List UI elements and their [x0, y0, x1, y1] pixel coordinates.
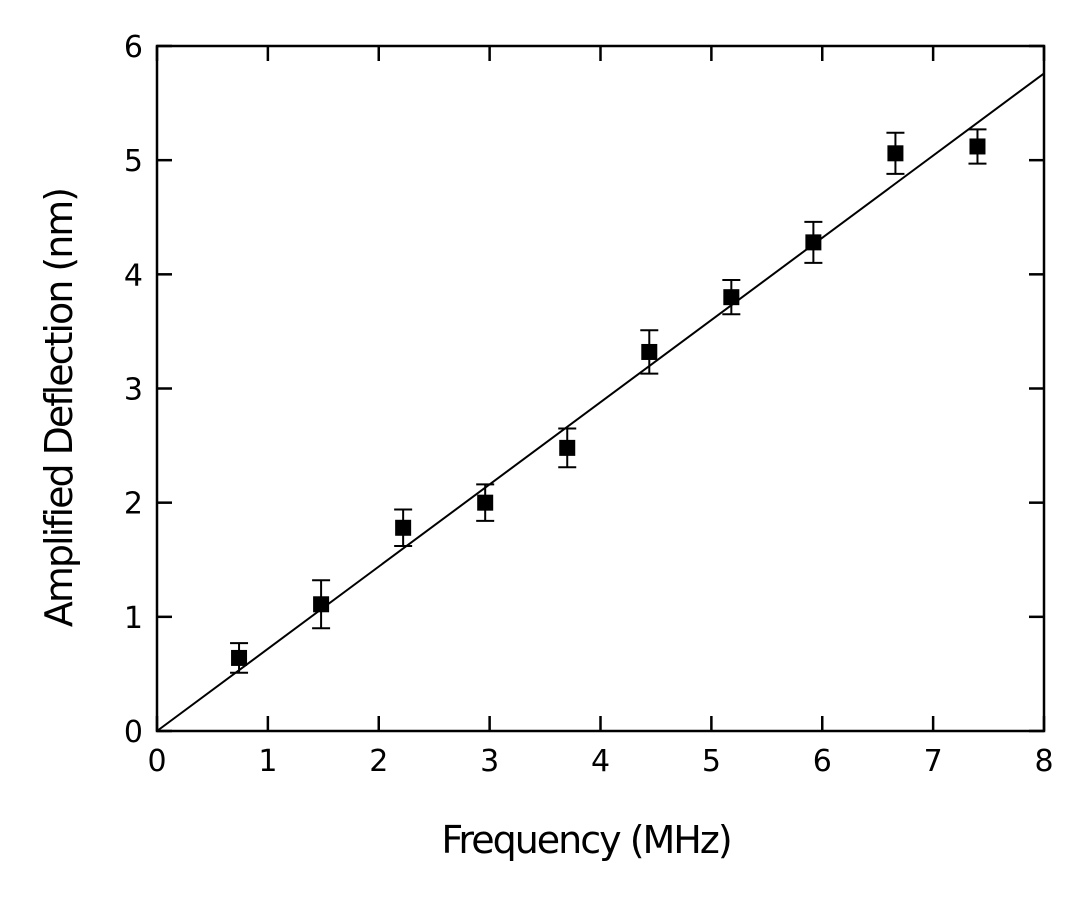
- y-axis-label: Amplified Deflection (nm): [37, 189, 81, 627]
- data-marker: [231, 649, 248, 666]
- x-tick-label: 4: [591, 744, 610, 779]
- data-point: [886, 131, 905, 175]
- x-tick-label: 1: [258, 744, 277, 779]
- y-tick-label: 6: [124, 30, 143, 65]
- data-point: [476, 483, 495, 522]
- data-marker: [805, 234, 822, 251]
- data-point: [558, 427, 577, 469]
- x-tick-label: 5: [702, 744, 721, 779]
- data-point: [394, 508, 413, 548]
- data-marker: [969, 138, 986, 155]
- data-marker: [723, 289, 740, 306]
- y-tick-label: 0: [124, 715, 143, 750]
- data-point: [968, 128, 987, 165]
- data-marker: [477, 494, 494, 511]
- data-marker: [313, 596, 330, 613]
- y-tick-label: 4: [124, 258, 143, 293]
- data-marker: [641, 343, 658, 360]
- data-marker: [559, 439, 576, 456]
- data-marker: [887, 145, 904, 162]
- x-axis-label: Frequency (MHz): [441, 818, 730, 862]
- x-tick-label: 8: [1034, 744, 1053, 779]
- y-tick-label: 5: [124, 144, 143, 179]
- fit-line: [156, 72, 1045, 732]
- x-tick-label: 0: [147, 744, 166, 779]
- data-point: [722, 279, 741, 316]
- y-tick-label: 1: [124, 601, 143, 636]
- y-tick-label: 2: [124, 487, 143, 522]
- x-axis: 0 1 2 3 4 5 6 7 8: [147, 46, 1054, 779]
- x-tick-label: 6: [813, 744, 832, 779]
- plot-frame: [155, 44, 1046, 733]
- y-axis: 0 1 2 3 4 5 6: [124, 30, 1044, 750]
- data-point: [230, 642, 249, 674]
- x-tick-label: 2: [369, 744, 388, 779]
- data-point: [804, 220, 823, 264]
- y-tick-label: 3: [124, 373, 143, 408]
- plot-area: [156, 72, 1045, 732]
- x-tick-label: 7: [924, 744, 943, 779]
- data-marker: [395, 519, 412, 536]
- data-point: [312, 579, 331, 630]
- data-point: [640, 329, 659, 375]
- x-tick-label: 3: [480, 744, 499, 779]
